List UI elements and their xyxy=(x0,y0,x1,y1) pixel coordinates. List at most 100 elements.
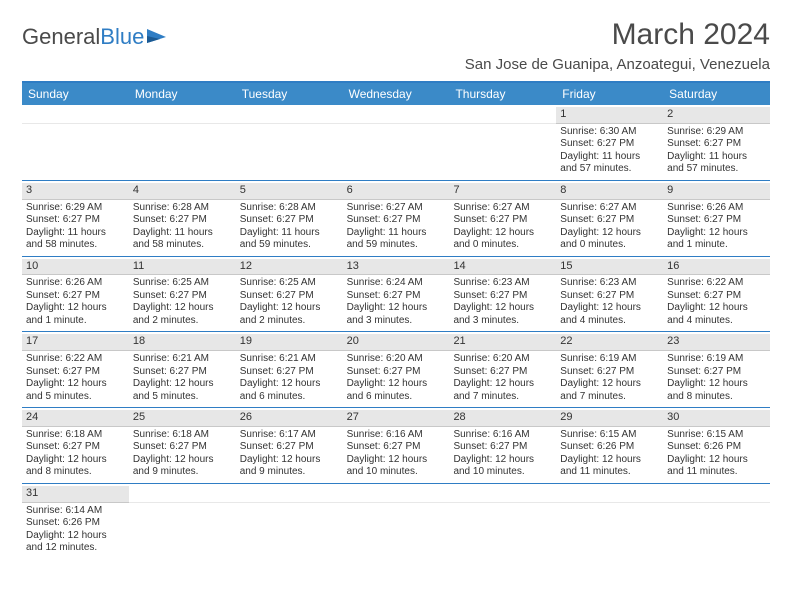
weekday-fri: Friday xyxy=(556,83,663,105)
sunrise: Sunrise: 6:15 AM xyxy=(667,429,766,442)
weekday-sat: Saturday xyxy=(663,83,770,105)
daylight: Daylight: 12 hours and 3 minutes. xyxy=(347,302,446,327)
sunrise: Sunrise: 6:19 AM xyxy=(560,353,659,366)
day-cell: 6Sunrise: 6:27 AMSunset: 6:27 PMDaylight… xyxy=(343,181,450,256)
daylight: Daylight: 12 hours and 12 minutes. xyxy=(26,530,125,555)
daylight: Daylight: 12 hours and 7 minutes. xyxy=(453,378,552,403)
day-number: 2 xyxy=(663,107,770,124)
daylight: Daylight: 12 hours and 0 minutes. xyxy=(453,227,552,252)
day-cell: 31Sunrise: 6:14 AMSunset: 6:26 PMDayligh… xyxy=(22,484,129,559)
day-cell: 8Sunrise: 6:27 AMSunset: 6:27 PMDaylight… xyxy=(556,181,663,256)
sunset: Sunset: 6:27 PM xyxy=(133,441,232,454)
day-cell: 25Sunrise: 6:18 AMSunset: 6:27 PMDayligh… xyxy=(129,408,236,483)
day-number xyxy=(663,486,770,503)
sunset: Sunset: 6:26 PM xyxy=(560,441,659,454)
daylight: Daylight: 12 hours and 10 minutes. xyxy=(453,454,552,479)
day-number xyxy=(236,486,343,503)
daylight: Daylight: 12 hours and 10 minutes. xyxy=(347,454,446,479)
sunset: Sunset: 6:27 PM xyxy=(26,290,125,303)
day-cell: 22Sunrise: 6:19 AMSunset: 6:27 PMDayligh… xyxy=(556,332,663,407)
day-number xyxy=(236,107,343,124)
daylight: Daylight: 12 hours and 9 minutes. xyxy=(133,454,232,479)
day-number xyxy=(129,107,236,124)
sunrise: Sunrise: 6:14 AM xyxy=(26,505,125,518)
day-cell: 12Sunrise: 6:25 AMSunset: 6:27 PMDayligh… xyxy=(236,257,343,332)
day-cell: 26Sunrise: 6:17 AMSunset: 6:27 PMDayligh… xyxy=(236,408,343,483)
sunrise: Sunrise: 6:15 AM xyxy=(560,429,659,442)
sunset: Sunset: 6:27 PM xyxy=(453,214,552,227)
day-number: 7 xyxy=(449,183,556,200)
day-cell: 23Sunrise: 6:19 AMSunset: 6:27 PMDayligh… xyxy=(663,332,770,407)
day-number: 11 xyxy=(129,259,236,276)
sunset: Sunset: 6:27 PM xyxy=(26,441,125,454)
sunrise: Sunrise: 6:27 AM xyxy=(347,202,446,215)
sunset: Sunset: 6:27 PM xyxy=(240,366,339,379)
daylight: Daylight: 11 hours and 58 minutes. xyxy=(26,227,125,252)
day-cell: 20Sunrise: 6:20 AMSunset: 6:27 PMDayligh… xyxy=(343,332,450,407)
sunset: Sunset: 6:27 PM xyxy=(560,214,659,227)
daylight: Daylight: 12 hours and 8 minutes. xyxy=(26,454,125,479)
daylight: Daylight: 11 hours and 59 minutes. xyxy=(240,227,339,252)
daylight: Daylight: 12 hours and 5 minutes. xyxy=(133,378,232,403)
weekday-thu: Thursday xyxy=(449,83,556,105)
day-cell: 28Sunrise: 6:16 AMSunset: 6:27 PMDayligh… xyxy=(449,408,556,483)
day-number: 19 xyxy=(236,334,343,351)
sunset: Sunset: 6:27 PM xyxy=(26,214,125,227)
day-cell: 30Sunrise: 6:15 AMSunset: 6:26 PMDayligh… xyxy=(663,408,770,483)
day-number: 18 xyxy=(129,334,236,351)
day-cell: 11Sunrise: 6:25 AMSunset: 6:27 PMDayligh… xyxy=(129,257,236,332)
day-cell: 14Sunrise: 6:23 AMSunset: 6:27 PMDayligh… xyxy=(449,257,556,332)
sunrise: Sunrise: 6:18 AM xyxy=(133,429,232,442)
week-row: 1Sunrise: 6:30 AMSunset: 6:27 PMDaylight… xyxy=(22,105,770,181)
day-cell: 9Sunrise: 6:26 AMSunset: 6:27 PMDaylight… xyxy=(663,181,770,256)
day-cell: 16Sunrise: 6:22 AMSunset: 6:27 PMDayligh… xyxy=(663,257,770,332)
sunrise: Sunrise: 6:20 AM xyxy=(453,353,552,366)
sunrise: Sunrise: 6:28 AM xyxy=(133,202,232,215)
day-number: 15 xyxy=(556,259,663,276)
daylight: Daylight: 11 hours and 57 minutes. xyxy=(667,151,766,176)
daylight: Daylight: 12 hours and 7 minutes. xyxy=(560,378,659,403)
day-cell xyxy=(343,484,450,559)
logo-part1: General xyxy=(22,24,100,50)
sunset: Sunset: 6:27 PM xyxy=(667,290,766,303)
sunset: Sunset: 6:27 PM xyxy=(133,214,232,227)
day-cell xyxy=(449,484,556,559)
day-number: 13 xyxy=(343,259,450,276)
weeks-container: 1Sunrise: 6:30 AMSunset: 6:27 PMDaylight… xyxy=(22,105,770,559)
day-number: 5 xyxy=(236,183,343,200)
logo: GeneralBlue xyxy=(22,24,172,50)
day-cell xyxy=(663,484,770,559)
day-number: 28 xyxy=(449,410,556,427)
daylight: Daylight: 11 hours and 57 minutes. xyxy=(560,151,659,176)
day-cell xyxy=(129,484,236,559)
day-number: 26 xyxy=(236,410,343,427)
day-cell: 13Sunrise: 6:24 AMSunset: 6:27 PMDayligh… xyxy=(343,257,450,332)
day-cell xyxy=(236,484,343,559)
weekday-sun: Sunday xyxy=(22,83,129,105)
day-number: 17 xyxy=(22,334,129,351)
sunset: Sunset: 6:27 PM xyxy=(240,290,339,303)
logo-flag-icon xyxy=(146,27,172,45)
week-row: 24Sunrise: 6:18 AMSunset: 6:27 PMDayligh… xyxy=(22,408,770,484)
day-cell xyxy=(129,105,236,180)
sunrise: Sunrise: 6:29 AM xyxy=(667,126,766,139)
day-cell: 2Sunrise: 6:29 AMSunset: 6:27 PMDaylight… xyxy=(663,105,770,180)
day-number xyxy=(449,486,556,503)
day-cell: 19Sunrise: 6:21 AMSunset: 6:27 PMDayligh… xyxy=(236,332,343,407)
sunrise: Sunrise: 6:21 AM xyxy=(240,353,339,366)
sunset: Sunset: 6:27 PM xyxy=(347,366,446,379)
sunset: Sunset: 6:27 PM xyxy=(453,441,552,454)
sunrise: Sunrise: 6:21 AM xyxy=(133,353,232,366)
day-number xyxy=(22,107,129,124)
sunset: Sunset: 6:27 PM xyxy=(240,214,339,227)
day-number: 27 xyxy=(343,410,450,427)
day-number xyxy=(556,486,663,503)
week-row: 10Sunrise: 6:26 AMSunset: 6:27 PMDayligh… xyxy=(22,257,770,333)
day-number: 31 xyxy=(22,486,129,503)
day-number: 12 xyxy=(236,259,343,276)
sunrise: Sunrise: 6:24 AM xyxy=(347,277,446,290)
day-cell: 5Sunrise: 6:28 AMSunset: 6:27 PMDaylight… xyxy=(236,181,343,256)
sunrise: Sunrise: 6:22 AM xyxy=(26,353,125,366)
title-block: March 2024 San Jose de Guanipa, Anzoateg… xyxy=(465,18,770,73)
daylight: Daylight: 12 hours and 11 minutes. xyxy=(667,454,766,479)
